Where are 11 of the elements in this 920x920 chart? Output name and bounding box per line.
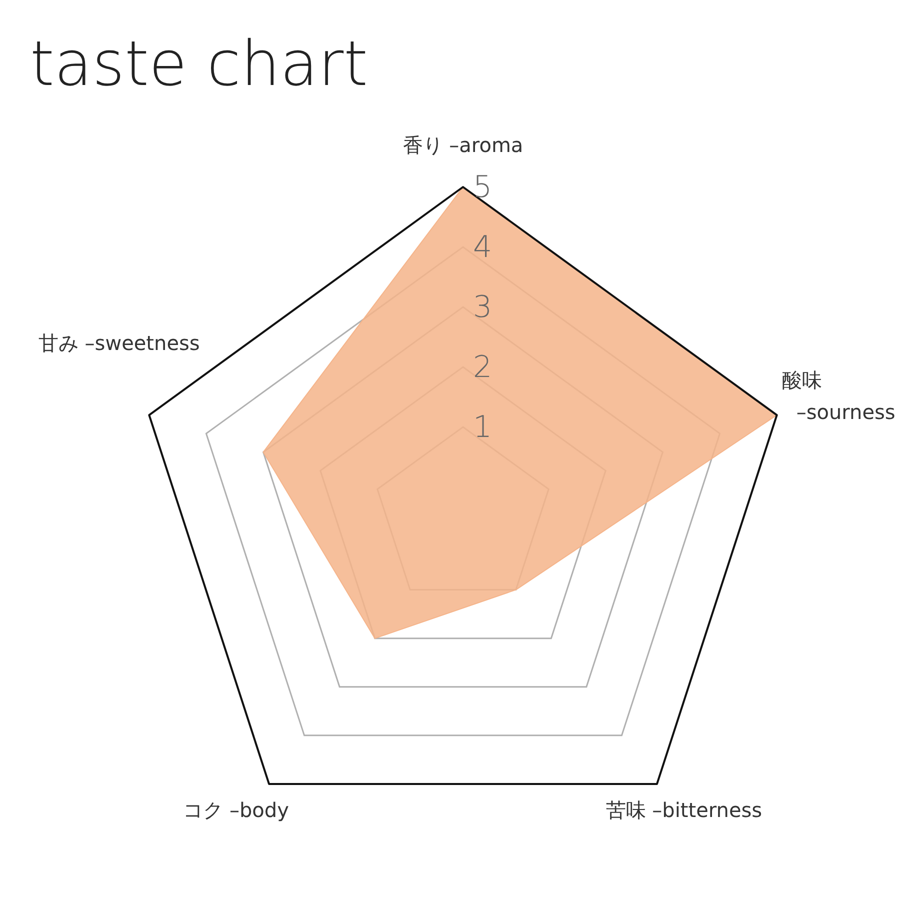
y-tick-label: 4 bbox=[473, 230, 492, 265]
y-tick-label: 5 bbox=[473, 170, 492, 205]
spoke-label: 酸味 –sourness bbox=[782, 368, 896, 424]
y-tick-label: 3 bbox=[473, 290, 492, 325]
y-tick-label: 1 bbox=[473, 410, 492, 445]
spoke-label: 香り –aroma bbox=[402, 133, 524, 157]
spoke-label: 苦味 –bitterness bbox=[606, 798, 762, 822]
spoke-label: コク –body bbox=[183, 798, 290, 822]
chart-title: taste chart bbox=[30, 27, 368, 100]
y-tick-label: 2 bbox=[473, 350, 492, 385]
spoke-label: 甘み –sweetness bbox=[38, 331, 200, 356]
